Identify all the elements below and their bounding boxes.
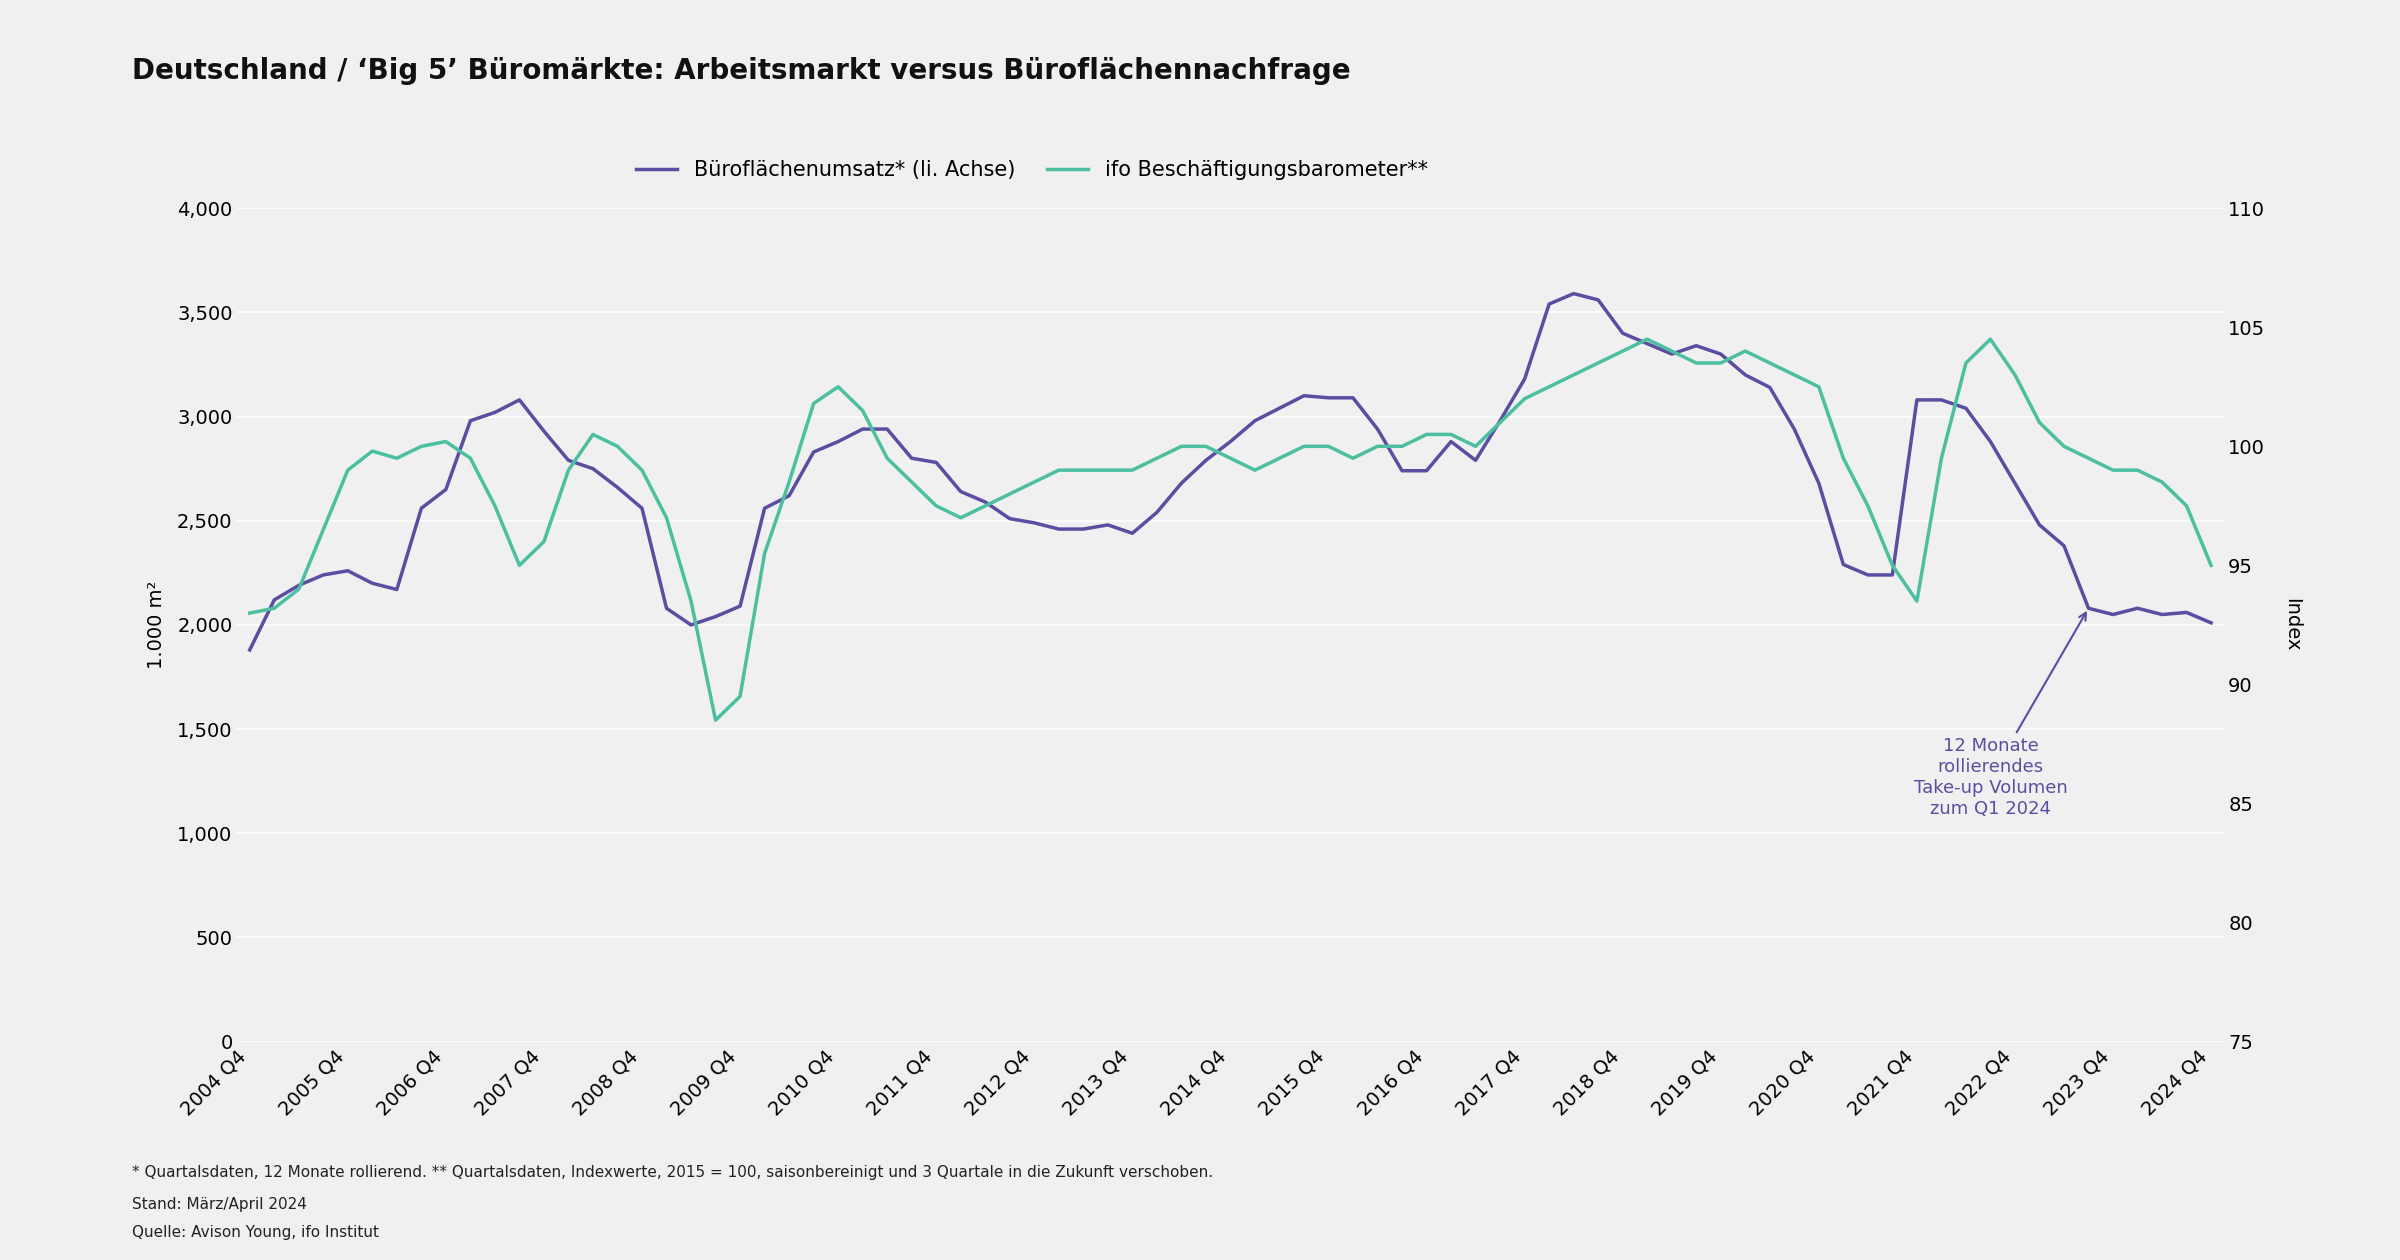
Y-axis label: 1.000 m²: 1.000 m² [146, 581, 166, 669]
Text: 12 Monate
rollierendes
Take-up Volumen
zum Q1 2024: 12 Monate rollierendes Take-up Volumen z… [1913, 612, 2086, 818]
Legend: Büroflächenumsatz* (li. Achse), ifo Beschäftigungsbarometer**: Büroflächenumsatz* (li. Achse), ifo Besc… [626, 152, 1435, 189]
Text: * Quartalsdaten, 12 Monate rollierend. ** Quartalsdaten, Indexwerte, 2015 = 100,: * Quartalsdaten, 12 Monate rollierend. *… [132, 1166, 1212, 1181]
Y-axis label: Index: Index [2282, 598, 2302, 651]
Text: Stand: März/April 2024: Stand: März/April 2024 [132, 1197, 307, 1212]
Text: Quelle: Avison Young, ifo Institut: Quelle: Avison Young, ifo Institut [132, 1225, 379, 1240]
Text: Deutschland / ‘Big 5’ Büromärkte: Arbeitsmarkt versus Büroflächennachfrage: Deutschland / ‘Big 5’ Büromärkte: Arbeit… [132, 57, 1351, 84]
